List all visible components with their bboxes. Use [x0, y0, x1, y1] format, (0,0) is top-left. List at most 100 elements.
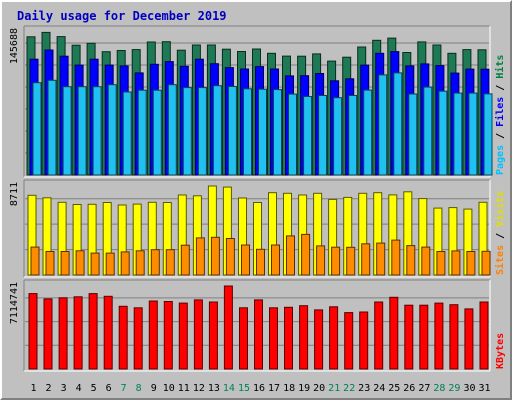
bar-sites-day-4 — [75, 250, 85, 276]
bar-kbytes-day-12 — [193, 299, 203, 370]
bar-sites-day-18 — [286, 235, 295, 276]
legend-item: / — [495, 79, 506, 97]
x-label-day-3: 3 — [61, 383, 67, 394]
bar-pages-day-4 — [77, 86, 87, 176]
x-label-day-6: 6 — [106, 383, 112, 394]
bar-sites-day-23 — [361, 243, 371, 276]
bar-pages-day-8 — [137, 89, 147, 176]
panel-pages-files-hits: 145688 Pages / Files / Hits — [9, 25, 506, 178]
legend-item: Hits — [494, 55, 506, 79]
series-kbytes — [28, 285, 489, 370]
bar-kbytes-day-5 — [88, 293, 98, 370]
panel-max-label: 8711 — [9, 182, 20, 206]
bar-sites-day-30 — [466, 251, 476, 276]
panel-max-label: 7114741 — [9, 282, 20, 324]
bar-pages-day-10 — [167, 84, 177, 176]
bar-pages-day-13 — [212, 85, 222, 176]
x-label-day-10: 10 — [163, 383, 175, 394]
bar-pages-day-15 — [243, 88, 252, 176]
x-label-day-11: 11 — [178, 383, 190, 394]
bar-pages-day-26 — [408, 93, 418, 176]
bar-pages-day-25 — [393, 72, 403, 176]
bar-sites-day-7 — [120, 251, 130, 276]
bar-kbytes-day-27 — [419, 304, 429, 370]
bar-sites-day-26 — [406, 245, 416, 276]
panel-legend: Sites / Visits — [494, 191, 506, 275]
bar-pages-day-24 — [378, 74, 388, 176]
bar-kbytes-day-28 — [434, 302, 444, 370]
x-label-day-28: 28 — [433, 383, 445, 394]
bar-sites-day-10 — [165, 249, 175, 276]
chart-panels: 145688 Pages / Files / Hits 8711 Sites / Vi… — [9, 25, 506, 372]
x-label-day-13: 13 — [208, 383, 220, 394]
x-label-day-29: 29 — [448, 383, 460, 394]
x-label-day-14: 14 — [223, 383, 235, 394]
bar-kbytes-day-17 — [269, 307, 278, 370]
bar-pages-day-22 — [348, 95, 358, 176]
bar-sites-day-13 — [210, 236, 220, 276]
bar-kbytes-day-18 — [284, 306, 293, 370]
x-axis-labels: 1 2 3 4 5 6 7 8 9 10 11 12 13 14 15 16 17 18 19 20 21 22 23 24 2… — [30, 383, 490, 394]
x-label-day-22: 22 — [343, 383, 355, 394]
bar-pages-day-9 — [152, 89, 162, 176]
x-label-day-20: 20 — [313, 383, 325, 394]
chart-title: Daily usage for December 2019 — [17, 9, 227, 23]
legend-item: KBytes — [495, 333, 506, 369]
bar-pages-day-12 — [197, 87, 207, 176]
bar-sites-day-11 — [180, 244, 190, 276]
x-label-day-9: 9 — [151, 383, 157, 394]
bar-kbytes-day-20 — [314, 309, 324, 370]
bar-pages-day-20 — [318, 95, 328, 176]
legend-item: / — [495, 127, 506, 145]
panel-kbytes: 7114741 KBytes — [9, 279, 506, 372]
series-sites — [30, 233, 491, 276]
bar-sites-day-17 — [271, 244, 280, 276]
bar-kbytes-day-10 — [163, 301, 173, 370]
bar-kbytes-day-24 — [374, 301, 384, 370]
bar-sites-day-20 — [316, 245, 326, 276]
x-label-day-19: 19 — [298, 383, 310, 394]
bar-sites-day-19 — [301, 233, 311, 276]
bar-sites-day-21 — [331, 246, 341, 276]
bar-kbytes-day-31 — [479, 301, 489, 370]
bar-kbytes-day-25 — [389, 296, 399, 370]
bar-pages-day-31 — [483, 93, 493, 176]
bar-kbytes-day-16 — [254, 299, 263, 370]
x-label-day-2: 2 — [45, 383, 51, 394]
bar-sites-day-6 — [105, 252, 115, 276]
bar-sites-day-31 — [481, 250, 491, 276]
legend-item: / — [495, 227, 506, 245]
panel-legend: Pages / Files / Hits — [494, 55, 506, 175]
bar-kbytes-day-11 — [178, 302, 188, 370]
bar-kbytes-day-26 — [404, 304, 414, 370]
bar-kbytes-day-23 — [359, 311, 369, 370]
legend-item: Sites — [494, 245, 506, 275]
bar-pages-day-21 — [333, 97, 343, 176]
bar-kbytes-day-14 — [223, 285, 233, 370]
x-label-day-18: 18 — [283, 383, 295, 394]
x-label-day-25: 25 — [388, 383, 400, 394]
legend-item: Pages — [495, 145, 506, 175]
bar-kbytes-day-30 — [464, 308, 474, 370]
bar-pages-day-7 — [122, 91, 132, 176]
bar-sites-day-2 — [45, 251, 55, 276]
bar-kbytes-day-7 — [118, 305, 128, 370]
bar-kbytes-day-22 — [344, 312, 354, 370]
bar-pages-day-30 — [468, 92, 478, 176]
bar-pages-day-3 — [62, 86, 72, 176]
bar-pages-day-16 — [258, 88, 267, 176]
bar-kbytes-day-13 — [208, 301, 218, 370]
bar-pages-day-2 — [47, 79, 57, 176]
bar-sites-day-12 — [195, 237, 205, 276]
bar-kbytes-day-21 — [329, 306, 339, 370]
bar-kbytes-day-15 — [239, 307, 248, 370]
x-label-day-23: 23 — [358, 383, 370, 394]
x-label-day-5: 5 — [91, 383, 97, 394]
bar-kbytes-day-1 — [28, 293, 38, 370]
bar-sites-day-16 — [256, 248, 265, 276]
bar-pages-day-11 — [182, 87, 192, 176]
bar-pages-day-6 — [107, 84, 117, 176]
x-label-day-27: 27 — [418, 383, 430, 394]
bar-sites-day-5 — [90, 252, 100, 276]
